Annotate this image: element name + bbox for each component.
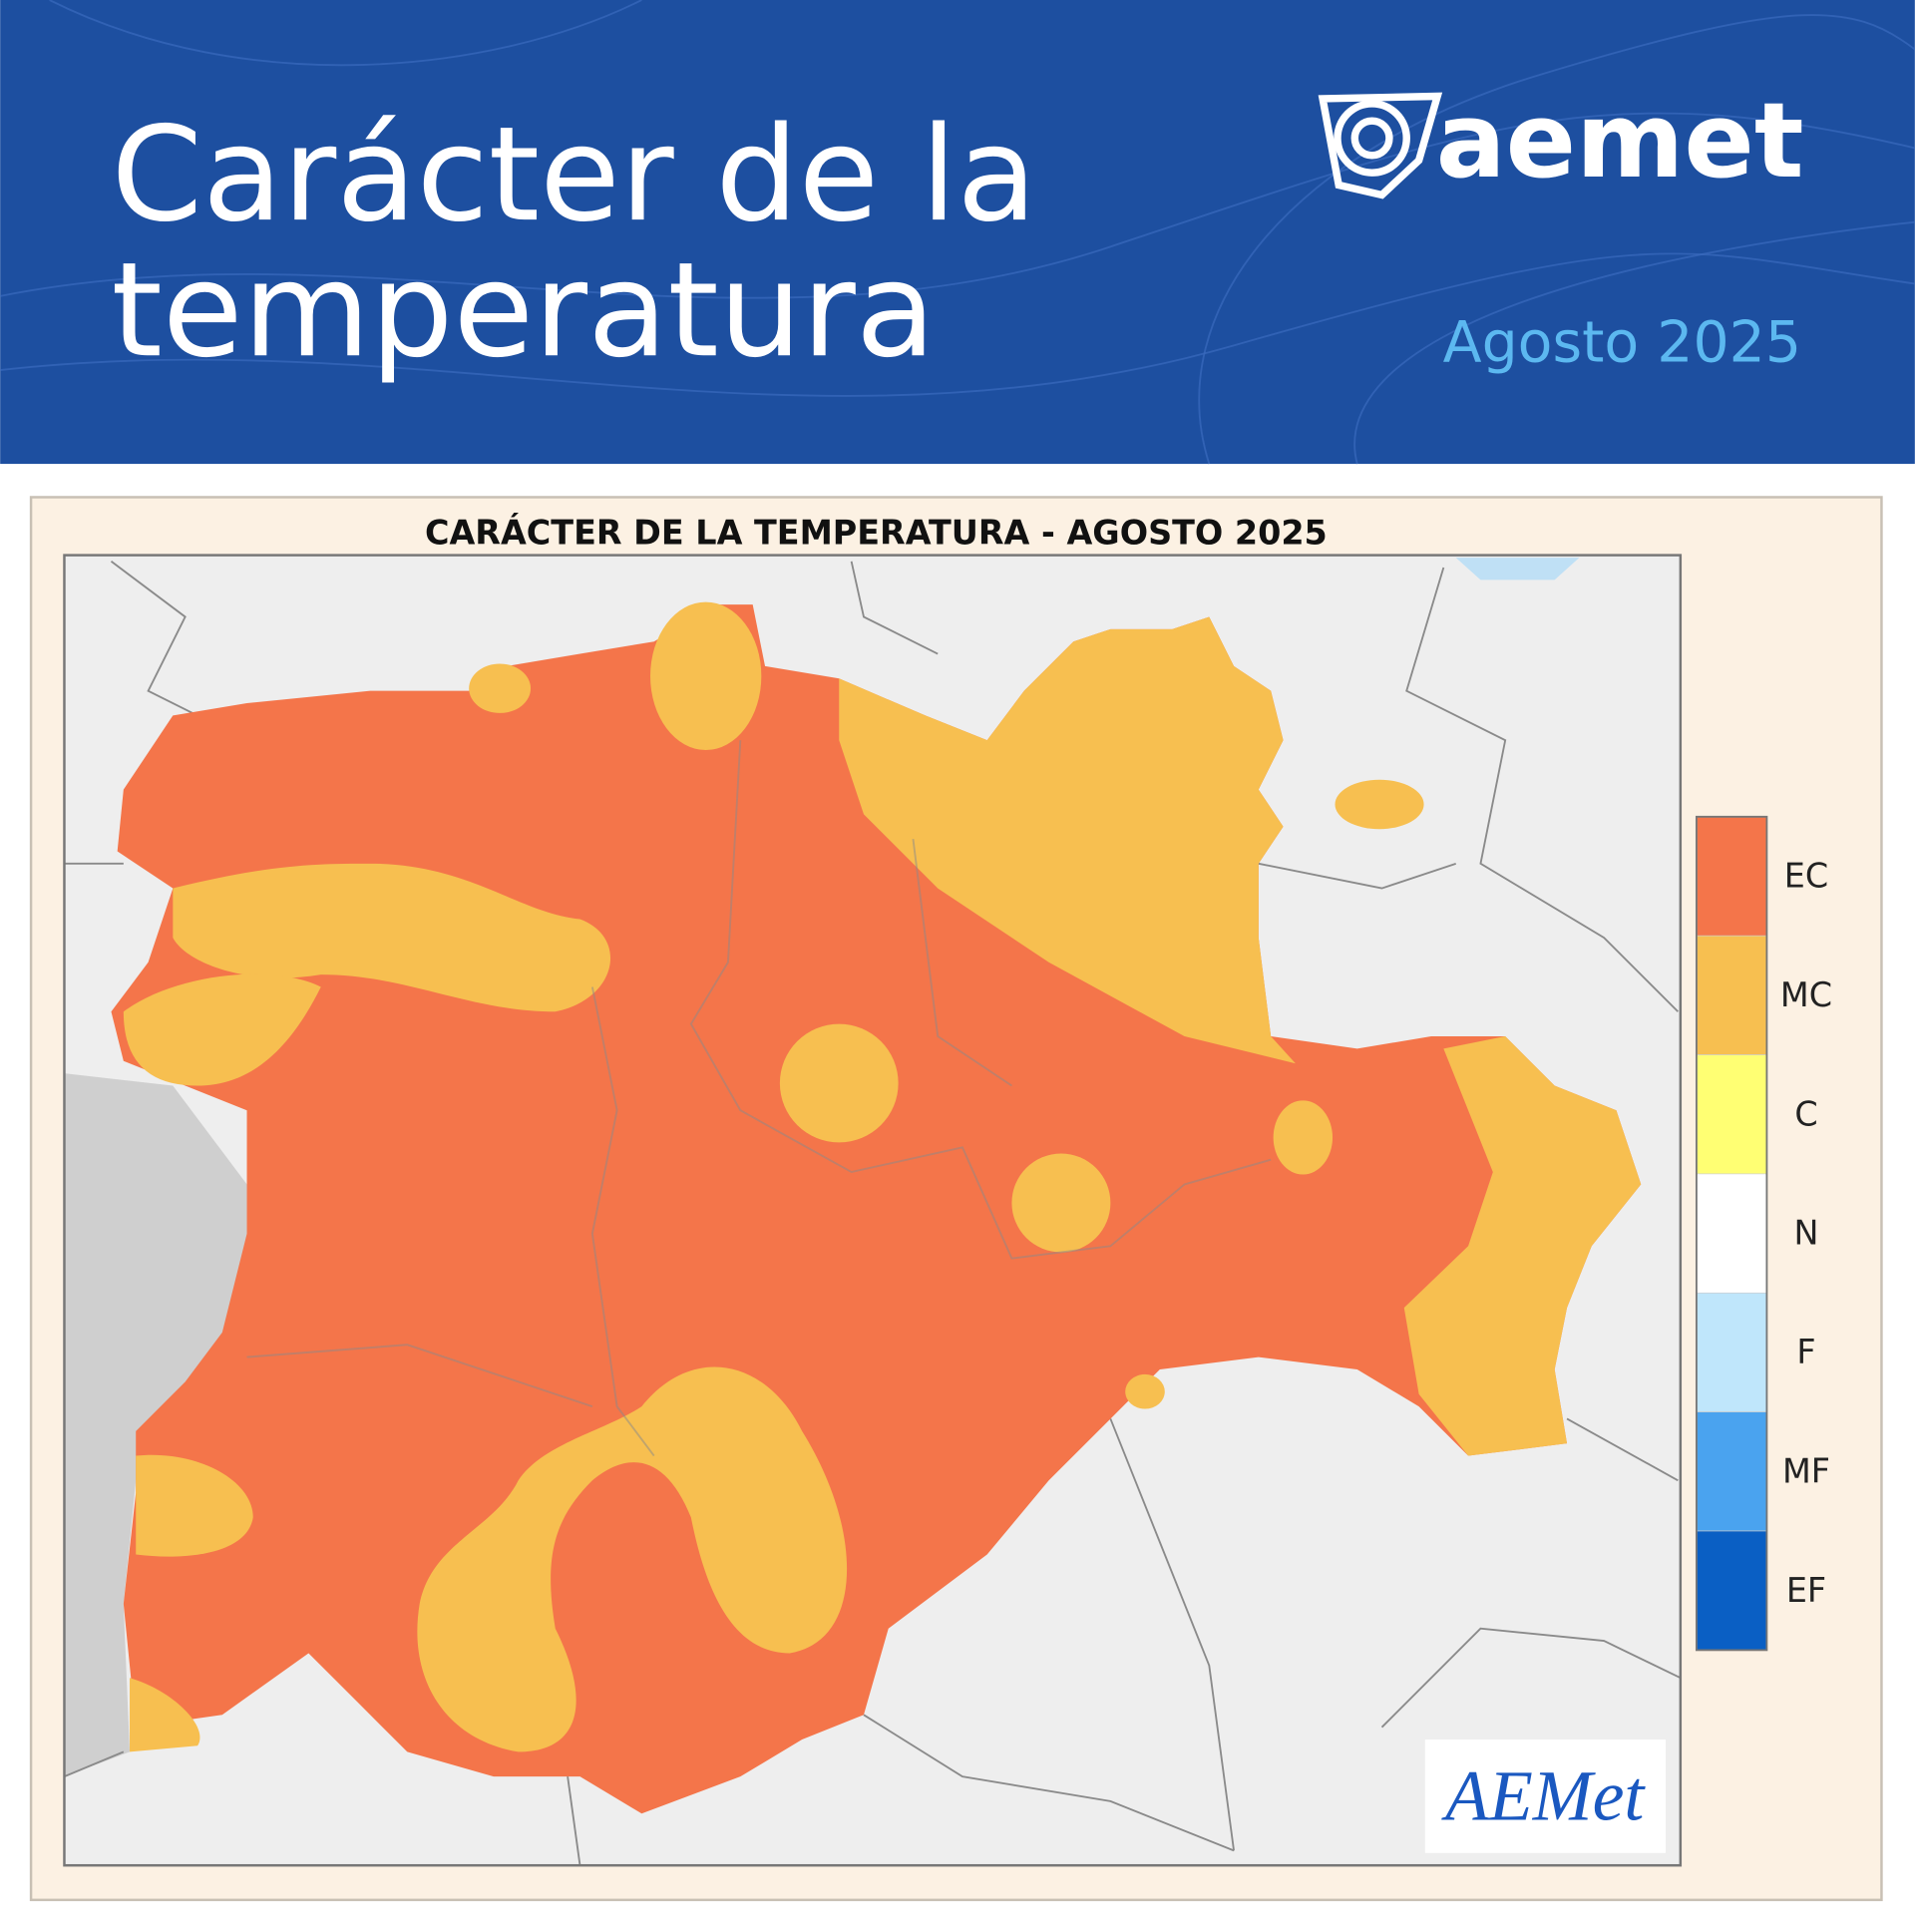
map-area: AEMet [64,555,1681,1866]
legend-label: EC [1784,857,1828,896]
legend-swatch [1696,1054,1767,1175]
brand-name: aemet [1436,81,1804,201]
legend-swatch [1696,1292,1767,1412]
border [567,1776,581,1866]
region-mc [417,1366,848,1752]
legend-frame [1695,815,1768,1652]
legend-label: C [1794,1094,1817,1133]
border [863,1714,1235,1852]
legend-swatch [1696,935,1767,1055]
legend-swatch [1696,1530,1767,1651]
header-title: Carácter de la [111,98,1036,250]
province-border [246,740,1272,1457]
legend-label: EF [1786,1571,1826,1610]
border [1258,862,1457,890]
border [1109,1418,1235,1851]
legend: EC MC C N F MF EF [1695,815,1832,1652]
legend-swatch [1696,1411,1767,1532]
brand-icon [1318,92,1443,199]
region-mc [130,1678,200,1752]
border [850,561,939,655]
legend-label: MC [1780,975,1832,1014]
logo-box [1424,1739,1666,1853]
border [1566,1417,1679,1482]
legend-label: F [1796,1333,1815,1371]
header-band [0,0,1915,465]
border [64,862,125,1778]
region-mc [469,663,532,713]
sea [1455,558,1580,580]
map-title: CARÁCTER DE LA TEMPERATURA - AGOSTO 2025 [425,512,1328,552]
region-mc [136,1454,253,1557]
border [110,561,198,717]
region-mc [173,863,611,1012]
map-frame [63,554,1683,1867]
region-mc [1273,1100,1334,1175]
header-title: temperatura [111,233,936,386]
region-mc [1403,1036,1642,1456]
period: Agosto 2025 [1443,309,1801,375]
header-deco [1353,220,1915,465]
region-mc [1011,1153,1111,1253]
region-mc [1125,1373,1165,1409]
legend-swatch [1696,1173,1767,1294]
legend-swatch [1696,816,1767,937]
border [1405,567,1680,1012]
header-deco [1198,14,1915,465]
header-deco [49,0,642,67]
border [1380,1627,1681,1729]
legend-label: N [1794,1214,1819,1253]
region-mc [1335,779,1424,830]
region-mc [779,1023,899,1143]
legend-label: MF [1782,1451,1830,1490]
header-deco [0,112,1915,299]
region-mc [650,601,762,751]
region-mc [839,616,1296,1064]
logo: AEMet [1441,1755,1646,1835]
region-mc [123,973,321,1086]
